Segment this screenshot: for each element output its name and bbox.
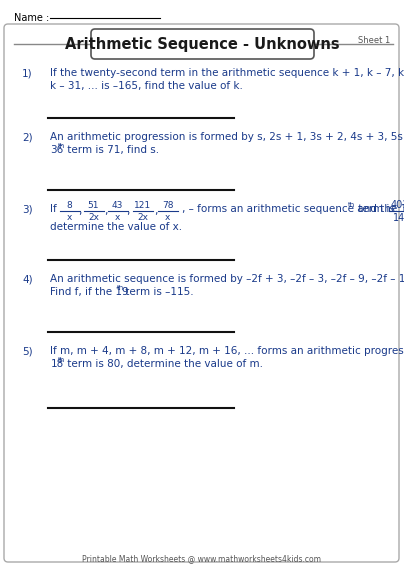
Text: th: th (58, 357, 65, 363)
Text: th: th (117, 285, 124, 291)
Text: term is 71, find s.: term is 71, find s. (63, 145, 159, 155)
Text: 43: 43 (112, 201, 123, 210)
Text: 2x: 2x (88, 213, 99, 222)
Text: ,: , (105, 206, 108, 216)
Text: 401: 401 (390, 200, 404, 210)
Text: ,: , (126, 206, 130, 216)
Text: Printable Math Worksheets @ www.mathworksheets4kids.com: Printable Math Worksheets @ www.mathwork… (82, 554, 322, 563)
Text: 36: 36 (50, 145, 64, 155)
Text: Arithmetic Sequence - Unknowns: Arithmetic Sequence - Unknowns (65, 37, 339, 52)
Text: x: x (115, 213, 120, 222)
Text: 2x: 2x (137, 213, 148, 222)
Text: 2): 2) (22, 132, 33, 142)
FancyBboxPatch shape (4, 24, 399, 562)
Text: 8: 8 (67, 201, 72, 210)
Text: 5): 5) (22, 346, 33, 356)
Text: th: th (347, 202, 355, 208)
Text: Name :: Name : (14, 13, 53, 23)
Text: 18: 18 (50, 359, 64, 369)
Text: If m, m + 4, m + 8, m + 12, m + 16, ... forms an arithmetic progression and the: If m, m + 4, m + 8, m + 12, m + 16, ... … (50, 346, 404, 356)
Text: term is 80, determine the value of m.: term is 80, determine the value of m. (63, 359, 263, 369)
Text: An arithmetic progression is formed by s, 2s + 1, 3s + 2, 4s + 3, 5s + 4, ... If: An arithmetic progression is formed by s… (50, 132, 404, 142)
Text: th: th (58, 143, 65, 149)
Text: 51: 51 (88, 201, 99, 210)
Text: determine the value of x.: determine the value of x. (50, 222, 183, 232)
Text: ,: , (78, 206, 82, 216)
Text: 1): 1) (22, 68, 33, 78)
Text: If the twenty-second term in the arithmetic sequence k + 1, k – 7, k – 15, k – 2: If the twenty-second term in the arithme… (50, 68, 404, 78)
Text: x: x (165, 213, 170, 222)
FancyBboxPatch shape (91, 29, 314, 59)
Text: term is: term is (355, 204, 398, 214)
Text: 14: 14 (393, 213, 404, 223)
Text: ,: , (154, 206, 158, 216)
Text: 121: 121 (134, 201, 151, 210)
Text: Sheet 1: Sheet 1 (358, 36, 390, 45)
Text: k – 31, ... is –165, find the value of k.: k – 31, ... is –165, find the value of k… (50, 81, 243, 91)
Text: 4): 4) (22, 274, 33, 284)
Text: 3): 3) (22, 204, 33, 214)
Text: If: If (50, 204, 61, 214)
Text: An arithmetic sequence is formed by –2f + 3, –2f – 3, –2f – 9, –2f – 15, –2f – 2: An arithmetic sequence is formed by –2f … (50, 274, 404, 284)
Text: 78: 78 (162, 201, 173, 210)
Text: term is –115.: term is –115. (122, 287, 194, 297)
Text: Find f, if the 19: Find f, if the 19 (50, 287, 129, 297)
Text: x: x (67, 213, 72, 222)
Text: , – forms an arithmetic sequence and the 12: , – forms an arithmetic sequence and the… (181, 204, 404, 214)
